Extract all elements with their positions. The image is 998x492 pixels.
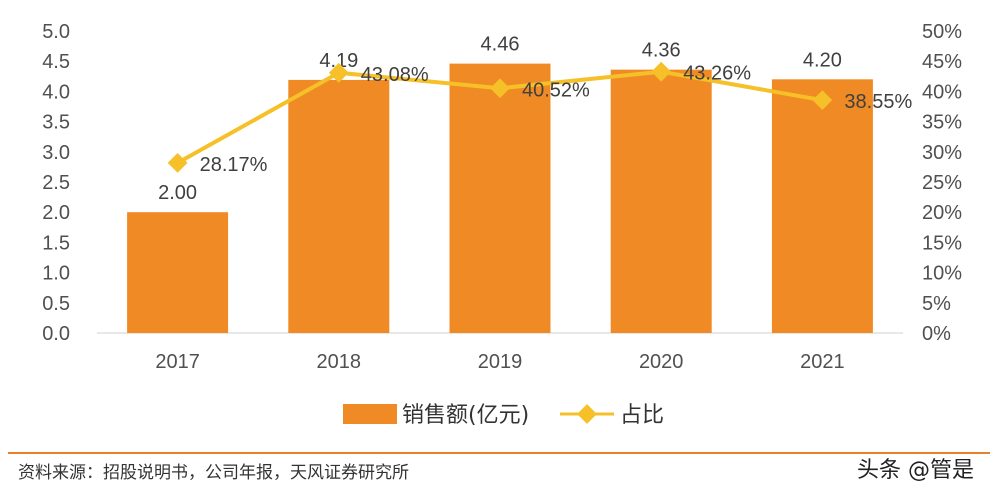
bar-series: 2.00 4.19 4.46 4.36 4.20 — [127, 34, 873, 334]
line-marker — [328, 62, 349, 83]
y-left-tick-label: 4.5 — [42, 51, 70, 73]
y-left-tick-label: 2.5 — [42, 172, 70, 194]
y-right-tick-label: 15% — [922, 232, 962, 254]
y-right-tick-label: 35% — [922, 112, 962, 134]
line-marker — [490, 78, 510, 99]
y-left-tick-label: 4.0 — [42, 81, 70, 103]
y-right-tick-label: 10% — [922, 263, 962, 285]
y-left-tick-label: 0.0 — [42, 323, 70, 345]
line-series: 28.17% 43.08% 40.52% 43.26% 38.55% — [167, 61, 912, 176]
y-right-tick-label: 40% — [922, 81, 962, 103]
y-left-tick-label: 3.5 — [42, 112, 70, 134]
line-value-label: 38.55% — [844, 91, 912, 113]
y-left-tick-label: 0.5 — [42, 293, 70, 315]
line-value-label: 43.26% — [683, 63, 751, 85]
y-right-axis: 0% 5% 10% 15% 20% 25% 30% 35% 40% 45% 50% — [922, 21, 962, 345]
y-left-tick-label: 5.0 — [42, 21, 70, 43]
bar — [610, 69, 712, 333]
line-value-label: 43.08% — [361, 64, 429, 86]
y-right-tick-label: 45% — [922, 51, 962, 73]
line-marker — [167, 152, 188, 173]
x-axis: 2017 2018 2019 2020 2021 — [155, 351, 844, 373]
legend-swatch-bar — [343, 404, 397, 424]
x-tick-label: 2021 — [800, 351, 845, 373]
bar — [449, 63, 551, 334]
x-tick-label: 2019 — [478, 351, 523, 373]
y-right-tick-label: 20% — [922, 202, 962, 224]
y-right-tick-label: 25% — [922, 172, 962, 194]
legend: 销售额(亿元) 占比 — [343, 403, 664, 428]
y-right-tick-label: 30% — [922, 142, 962, 164]
bar — [127, 212, 229, 333]
footer-divider — [8, 452, 990, 454]
y-right-tick-label: 50% — [922, 21, 962, 43]
combo-chart: 0.0 0.5 1.0 1.5 2.0 2.5 3.0 3.5 4.0 4.5 5.0 0% 5% 10… — [42, 21, 962, 428]
bar-value-label: 4.36 — [642, 40, 681, 62]
bar-value-label: 4.19 — [319, 50, 358, 72]
line-value-label: 40.52% — [522, 79, 590, 101]
watermark: 头条 @管是 — [857, 458, 974, 483]
legend-label-line: 占比 — [620, 403, 664, 428]
y-left-tick-label: 3.0 — [42, 142, 70, 164]
x-tick-label: 2020 — [639, 351, 684, 373]
y-right-tick-label: 5% — [922, 293, 951, 315]
y-right-tick-label: 0% — [922, 323, 951, 345]
bar — [771, 79, 873, 333]
y-left-tick-label: 1.0 — [42, 263, 70, 285]
y-left-axis: 0.0 0.5 1.0 1.5 2.0 2.5 3.0 3.5 4.0 4.5 5.0 — [42, 21, 70, 345]
bar-value-label: 4.20 — [803, 49, 842, 71]
bar-value-label: 2.00 — [158, 182, 197, 204]
x-tick-label: 2017 — [155, 351, 200, 373]
bar — [288, 79, 390, 333]
legend-swatch-marker — [577, 404, 597, 424]
legend-label-bar: 销售额(亿元) — [402, 403, 529, 428]
bar-value-label: 4.46 — [481, 34, 520, 56]
x-tick-label: 2018 — [317, 351, 362, 373]
y-left-tick-label: 2.0 — [42, 202, 70, 224]
source-note: 资料来源：招股说明书，公司年报，天风证券研究所 — [18, 463, 409, 483]
line-value-label: 28.17% — [200, 154, 268, 176]
y-left-tick-label: 1.5 — [42, 232, 70, 254]
